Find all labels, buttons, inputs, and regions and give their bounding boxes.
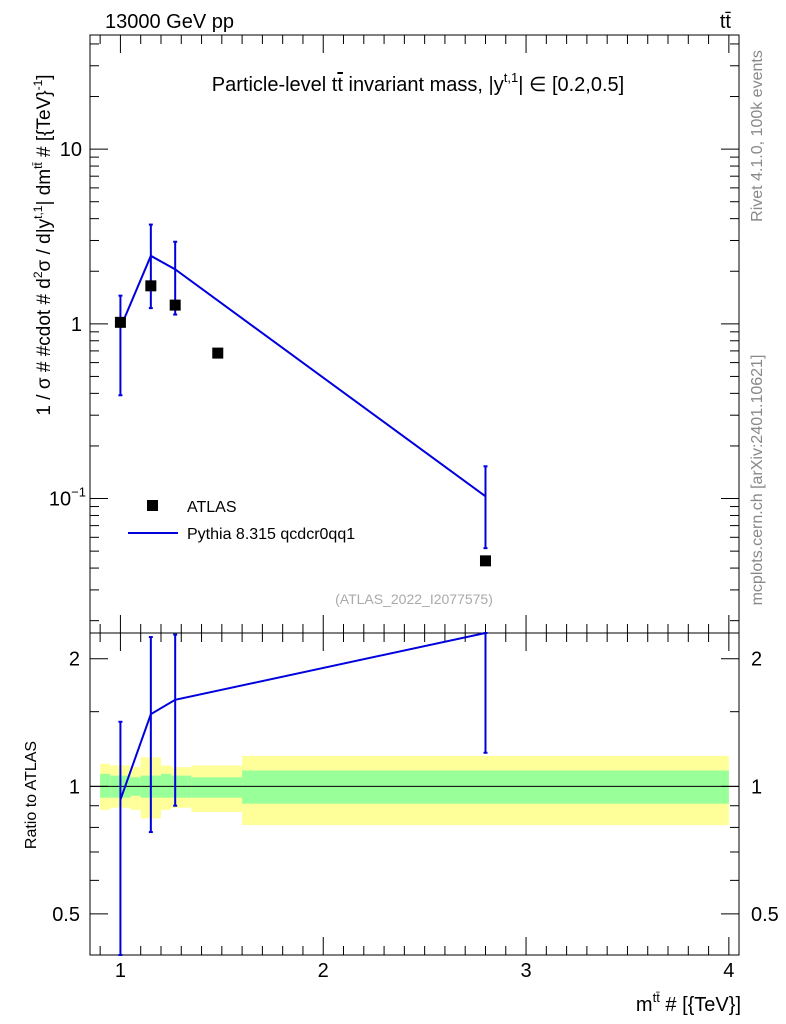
ratio-band-inner (191, 777, 243, 798)
x-tick-label: 3 (520, 960, 531, 982)
ratio-y-tick-label-right: 1 (751, 776, 762, 798)
main-panel-frame (89, 34, 740, 634)
ratio-mc-line (119, 632, 486, 801)
main-y-ticks: 10−1 1 10 (49, 43, 739, 622)
ratio-y-ticks: 0.5 0.5 1 1 2 2 (52, 649, 779, 926)
data-point (479, 555, 491, 567)
legend-label-pythia: Pythia 8.315 qcdcr0qq1 (187, 526, 355, 543)
legend: ATLAS Pythia 8.315 qcdcr0qq1 (128, 499, 355, 543)
main-y-tick-label: 1 (71, 314, 82, 336)
main-panel: 10−1 1 10 Particle-level tt invariant mass… (31, 34, 740, 634)
ratio-y-tick-label-left: 0.5 (52, 904, 80, 926)
main-x-ticks (99, 35, 730, 633)
ratio-panel-frame (89, 632, 740, 956)
ratio-band-inner (100, 773, 111, 798)
data-point (212, 347, 224, 359)
rivet-version-label: Rivet 4.1.0, 100k events (749, 50, 766, 222)
x-tick-label: 2 (318, 960, 329, 982)
data-point (169, 299, 181, 311)
ratio-band-inner (160, 773, 172, 798)
legend-label-atlas: ATLAS (187, 499, 237, 516)
x-tick-label: 4 (723, 960, 734, 982)
source-label: mcplots.cern.ch [arXiv:2401.10621] (749, 355, 766, 606)
x-tick-label: 1 (115, 960, 126, 982)
ratio-y-tick-label-left: 2 (69, 649, 80, 671)
analysis-watermark: (ATLAS_2022_I2077575) (335, 591, 493, 607)
energy-label: 13000 GeV pp (105, 11, 234, 33)
ratio-y-tick-label-right: 2 (751, 649, 762, 671)
ratio-band-inner (242, 770, 729, 804)
ratio-y-axis-label: Ratio to ATLAS (23, 741, 40, 849)
mc-line (119, 254, 487, 498)
legend-marker-atlas (147, 500, 158, 511)
ratio-marks (90, 632, 739, 956)
ratio-panel: 0.5 0.5 1 1 2 2 1 2 3 4 Ratio to ATLAS mtt̄ # [{… (23, 632, 779, 1016)
ratio-y-tick-label-left: 1 (69, 776, 80, 798)
data-point (114, 316, 126, 328)
main-y-tick-label: 10 (60, 139, 82, 161)
ratio-y-tick-label-right: 0.5 (751, 904, 779, 926)
main-y-tick-label: 10−1 (49, 485, 86, 511)
main-title: Particle-level tt invariant mass, |yt,1|… (212, 70, 624, 96)
main-marks (114, 223, 491, 567)
x-axis-label: mtt̄ # [{TeV}] (636, 990, 741, 1016)
ratio-uncertainty-bands (100, 755, 729, 826)
process-label: tt̄ (720, 11, 732, 33)
data-point (145, 280, 157, 292)
main-y-axis-label: 1 / σ # #cdot # d2σ / d|yt,1| dmtt̄ # [{… (31, 74, 55, 415)
